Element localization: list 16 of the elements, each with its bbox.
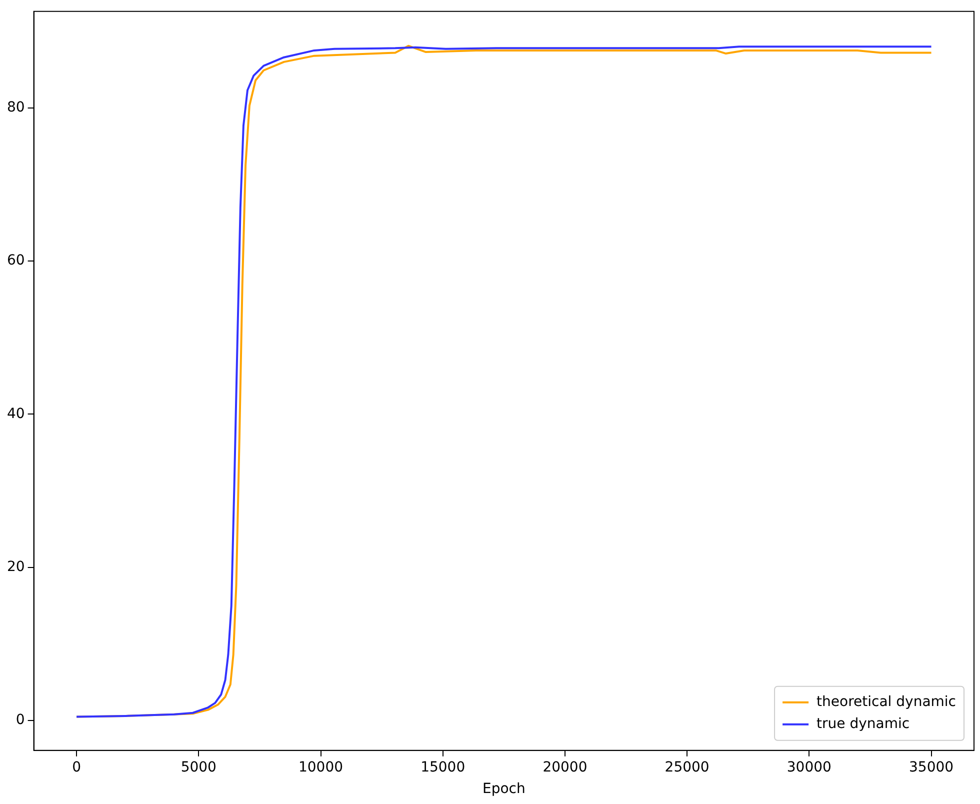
x-tick-label: 0 (72, 759, 82, 776)
x-axis-title: Epoch (482, 781, 526, 798)
y-tick-label: 80 (6, 100, 25, 116)
y-tick-label: 40 (6, 406, 25, 422)
x-tick-label: 25000 (664, 759, 710, 776)
y-tick-label: 20 (6, 559, 25, 576)
y-tick-label: 0 (16, 712, 25, 728)
x-tick-label: 20000 (542, 759, 588, 776)
legend-label: true dynamic (816, 716, 910, 732)
x-tick-label: 10000 (298, 759, 344, 776)
x-tick-label: 5000 (180, 759, 216, 776)
x-tick-label: 15000 (420, 759, 466, 776)
x-tick-label: 35000 (908, 759, 954, 776)
legend-label: theoretical dynamic (816, 694, 956, 710)
x-tick-label: 30000 (786, 759, 832, 776)
y-tick-label: 60 (6, 252, 25, 269)
